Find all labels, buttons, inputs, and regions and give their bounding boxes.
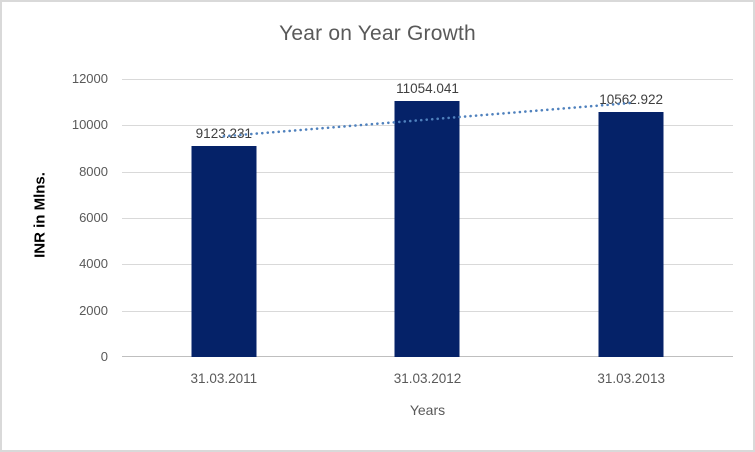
- y-tick-label: 0: [100, 349, 108, 364]
- y-tick-label: 10000: [71, 117, 108, 133]
- bar-31-03-2012[interactable]: [394, 100, 460, 357]
- chart-title: Year on Year Growth: [279, 22, 476, 45]
- y-axis-tick-labels: 0 2000 4000 6000 8000 10000 12000: [0, 71, 108, 364]
- y-tick-label: 8000: [79, 163, 108, 179]
- x-axis-tick-labels: 31.03.2011 31.03.2012 31.03.2013: [122, 371, 733, 386]
- bar-slot-2013: 10562.922: [529, 79, 733, 357]
- data-label: 9123.231: [195, 125, 252, 141]
- trendline[interactable]: [122, 79, 733, 357]
- bar-slot-2011: 9123.231: [122, 79, 326, 357]
- y-tick-label: 6000: [79, 210, 108, 225]
- x-axis-title: Years: [409, 402, 446, 418]
- data-label: 11054.041: [396, 80, 459, 96]
- y-tick-label: 2000: [79, 302, 108, 318]
- data-label: 10562.922: [599, 92, 664, 108]
- bar-31-03-2011[interactable]: [191, 145, 257, 357]
- gridline: [122, 79, 733, 80]
- bar-31-03-2013[interactable]: [598, 112, 664, 357]
- x-tick-label: 31.03.2013: [597, 371, 665, 386]
- bar-slot-2012: 11054.041: [326, 79, 530, 357]
- x-tick-label: 31.03.2011: [190, 371, 258, 386]
- y-tick-label: 12000: [71, 71, 108, 86]
- plot-area: 9123.231 11054.041 10562.922: [122, 79, 733, 357]
- x-tick-label: 31.03.2012: [393, 371, 462, 386]
- y-tick-label: 4000: [79, 256, 108, 272]
